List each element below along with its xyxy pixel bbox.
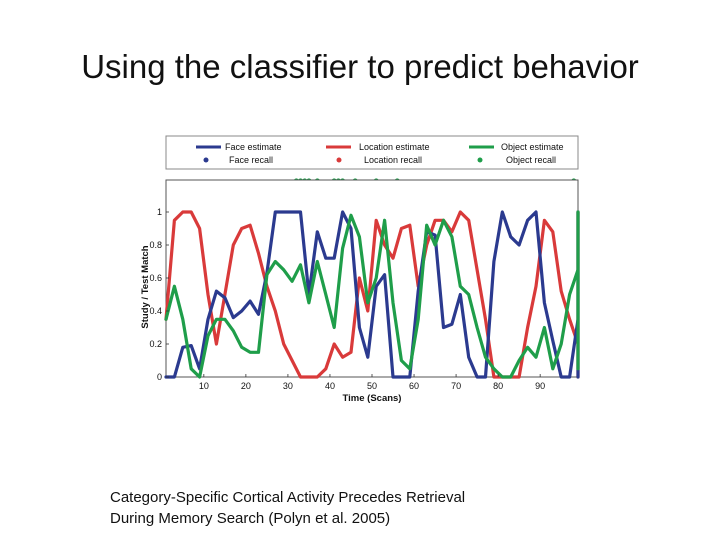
x-tick-label: 60 (409, 381, 419, 391)
x-axis-label: Time (Scans) (343, 393, 402, 404)
x-tick-label: 70 (451, 381, 461, 391)
classifier-chart: Face estimate Face recall Location estim… (140, 135, 580, 404)
figure-caption: Category-Specific Cortical Activity Prec… (110, 487, 465, 529)
x-axis-ticks: 10 20 30 40 50 60 70 80 90 (199, 374, 545, 391)
x-tick-label: 10 (199, 381, 209, 391)
chart-legend: Face estimate Face recall Location estim… (165, 135, 579, 170)
y-tick-label: 0 (157, 372, 162, 382)
y-tick-label: 0.8 (149, 240, 162, 250)
y-tick-label: 1 (157, 207, 162, 217)
face-estimate-line (164, 210, 580, 379)
x-tick-label: 90 (535, 381, 545, 391)
slide-title: Using the classifier to predict behavior (81, 48, 639, 85)
legend-location-recall-label: Location recall (364, 155, 422, 165)
legend-location-recall-dot (336, 157, 342, 163)
x-tick-label: 40 (325, 381, 335, 391)
series-lines (164, 210, 580, 379)
y-tick-label: 0.4 (149, 306, 162, 316)
x-tick-label: 30 (283, 381, 293, 391)
y-tick-label: 0.6 (149, 273, 162, 283)
y-axis-ticks: 0 0.2 0.4 0.6 0.8 1 (149, 207, 169, 382)
x-tick-label: 20 (241, 381, 251, 391)
caption-line-2: During Memory Search (Polyn et al. 2005) (110, 510, 391, 527)
legend-object-recall-label: Object recall (506, 155, 556, 165)
legend-object-estimate-label: Object estimate (501, 142, 564, 152)
legend-location-estimate-label: Location estimate (359, 142, 430, 152)
object-estimate-line (164, 210, 580, 379)
legend-box (165, 135, 579, 170)
caption-line-1: Category-Specific Cortical Activity Prec… (110, 489, 466, 506)
legend-face-estimate-label: Face estimate (225, 142, 282, 152)
x-tick-label: 50 (367, 381, 377, 391)
legend-face-recall-label: Face recall (229, 155, 273, 165)
y-axis-label: Study / Test Match (140, 245, 151, 328)
legend-face-recall-dot (203, 157, 209, 163)
x-tick-label: 80 (493, 381, 503, 391)
legend-object-recall-dot (477, 157, 483, 163)
y-tick-label: 0.2 (149, 339, 162, 349)
